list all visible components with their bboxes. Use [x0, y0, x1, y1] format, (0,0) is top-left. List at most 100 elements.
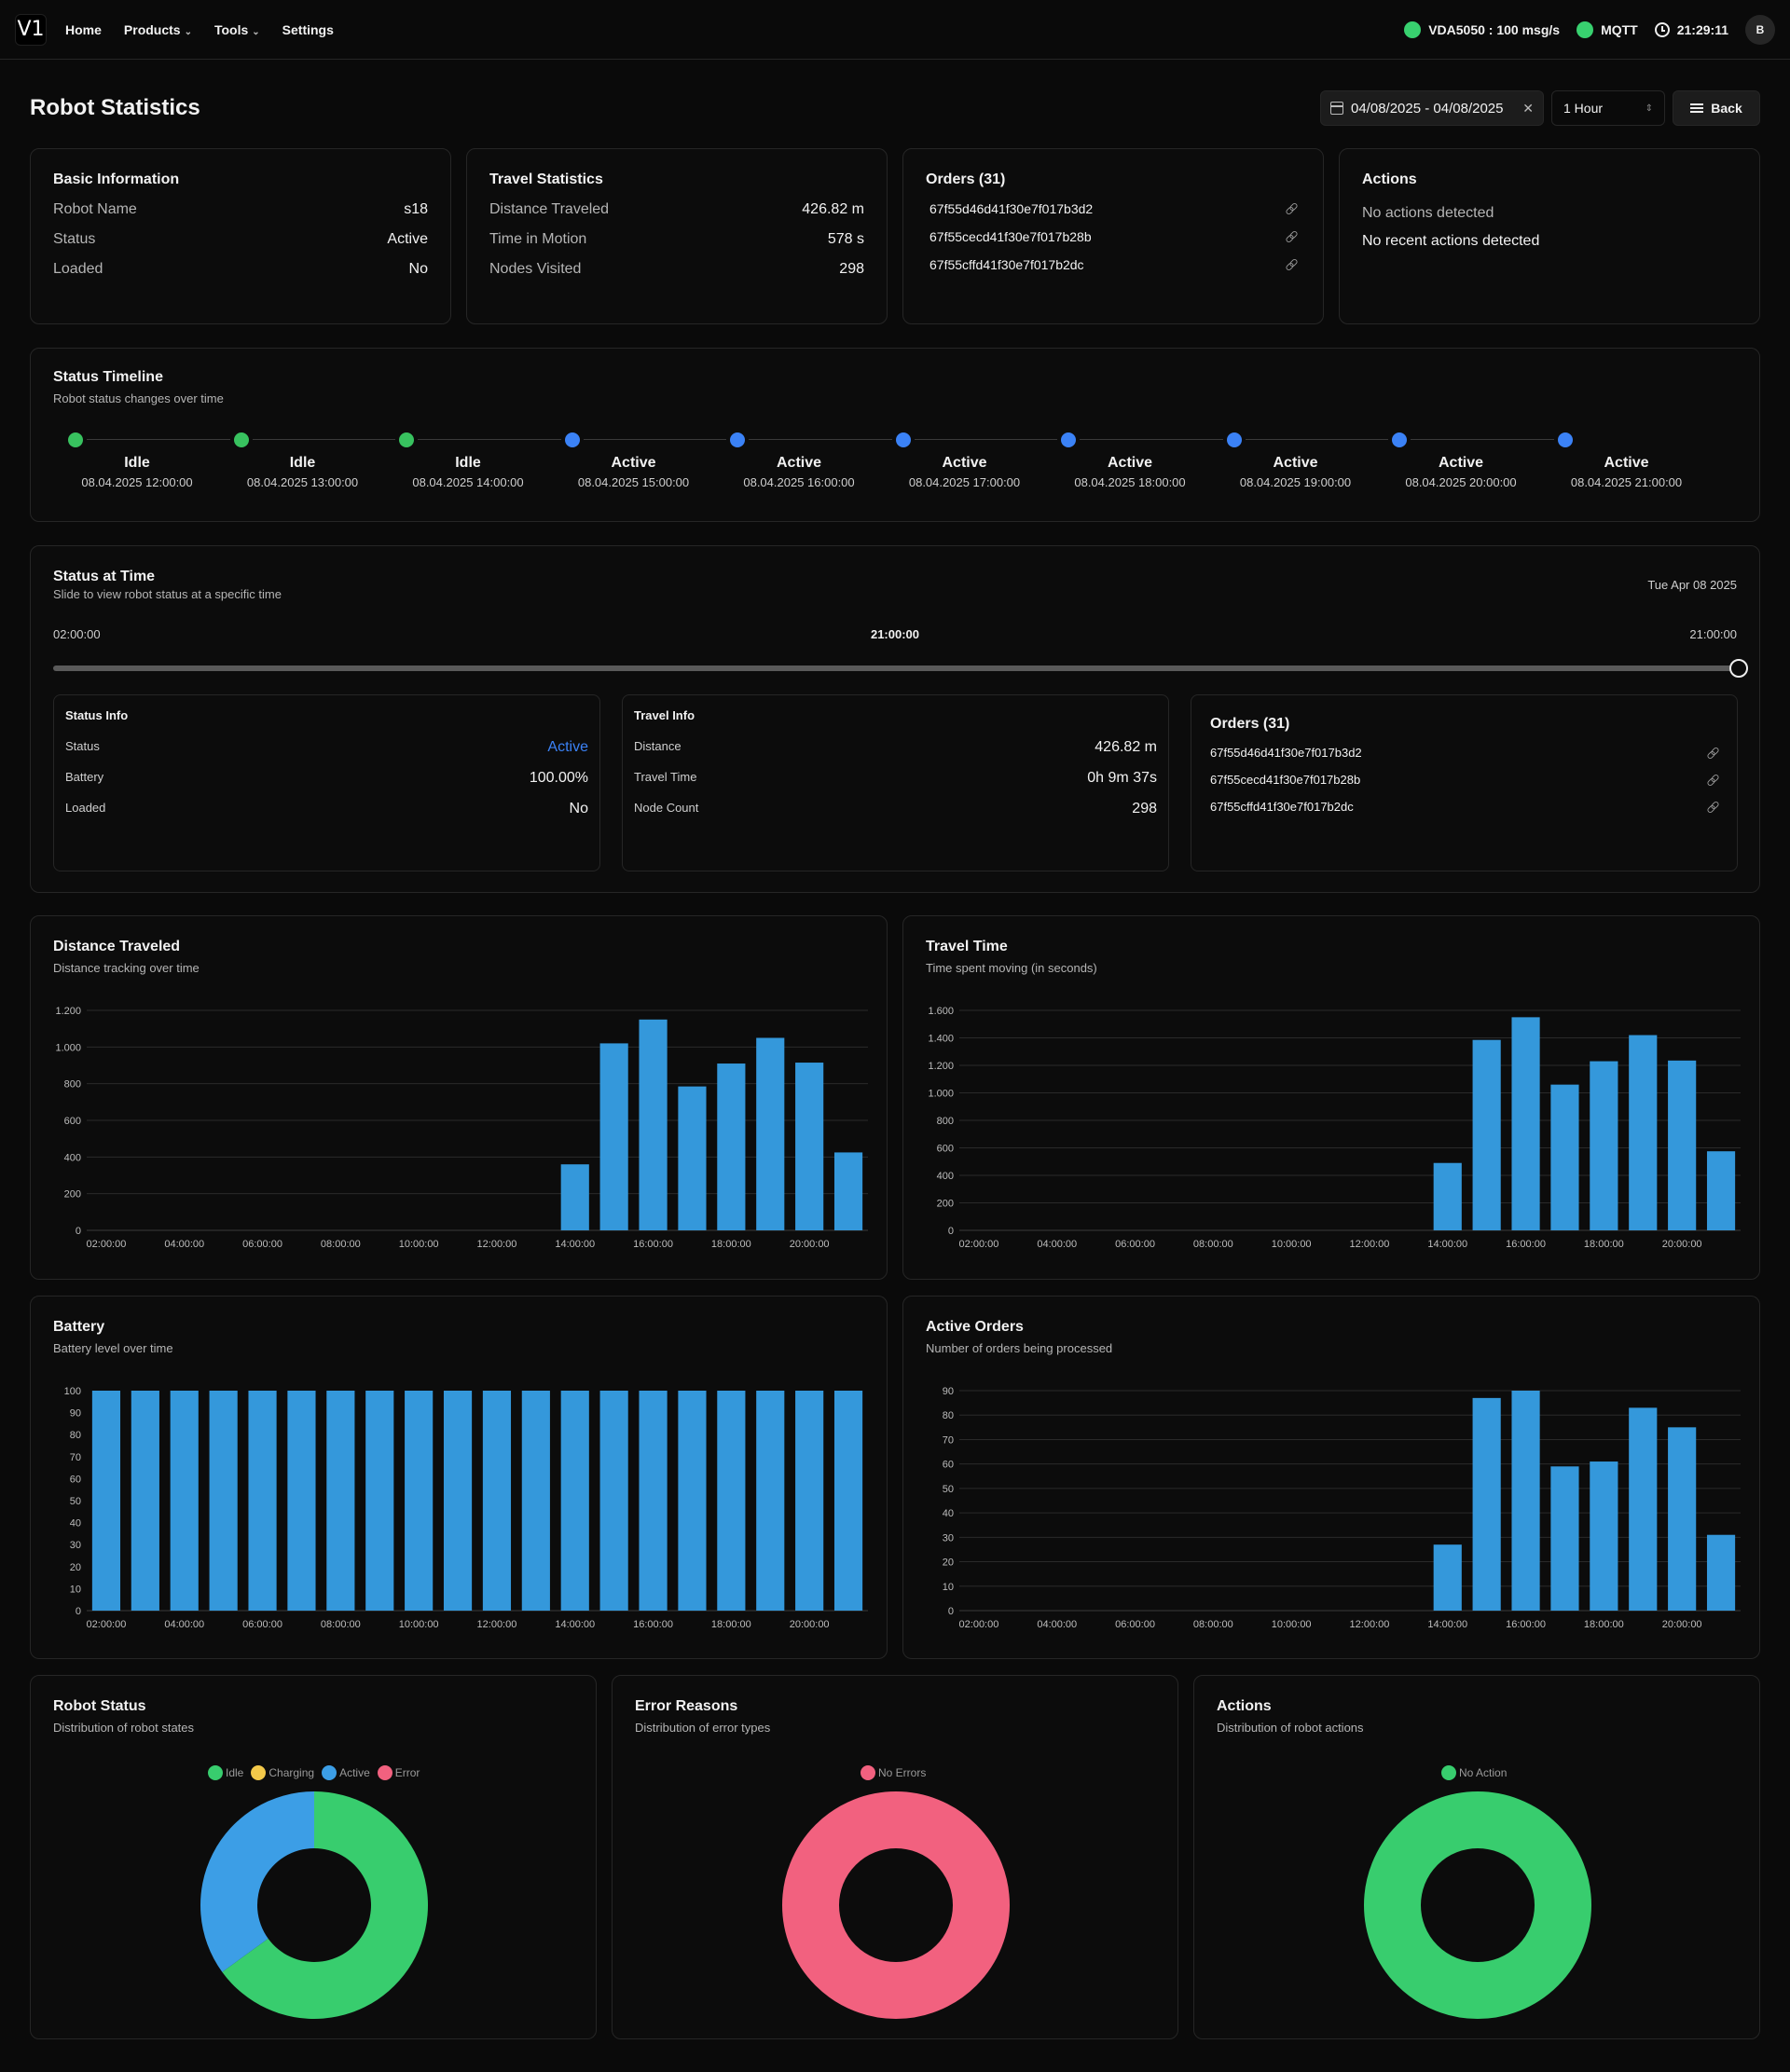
order-id: 67f55cffd41f30e7f017b2dc [929, 257, 1084, 272]
travel-info-card: Travel Info Distance 426.82 m Travel Time… [622, 694, 1169, 871]
bar [1706, 1151, 1736, 1230]
timeline-timestamp: 08.04.2025 15:00:00 [577, 475, 690, 489]
kv-row: Nodes Visited 298 [489, 261, 864, 278]
link-icon[interactable] [1286, 259, 1297, 270]
interval-select[interactable]: 1 Hour ⇕ [1551, 90, 1665, 126]
bar [756, 1391, 785, 1611]
legend-item[interactable]: Charging [251, 1765, 314, 1780]
mqtt-status: MQTT [1577, 21, 1638, 38]
link-icon[interactable] [1707, 748, 1718, 759]
actions-chart-card: Actions Distribution of robot actions No… [1193, 1675, 1760, 2039]
chart-subtitle: Distribution of robot states [53, 1721, 195, 1735]
robot-status-chart-card: Robot Status Distribution of robot state… [30, 1675, 597, 2039]
timeline-status: Active [611, 455, 656, 471]
avatar[interactable]: B [1745, 14, 1775, 45]
kv-row: Status Active [53, 231, 428, 248]
legend-swatch [1441, 1765, 1456, 1780]
order-id: 67f55d46d41f30e7f017b3d2 [929, 201, 1094, 216]
timeline-status: Active [1604, 455, 1649, 471]
link-icon[interactable] [1286, 203, 1297, 214]
link-icon[interactable] [1286, 231, 1297, 242]
time-slider-thumb[interactable] [1729, 659, 1748, 678]
back-button[interactable]: Back [1673, 90, 1760, 126]
y-tick-label: 50 [943, 1484, 954, 1495]
y-tick-label: 90 [70, 1408, 81, 1420]
order-row[interactable]: 67f55d46d41f30e7f017b3d2 [926, 201, 1301, 216]
link-icon[interactable] [1707, 802, 1718, 813]
legend-item[interactable]: Idle [208, 1765, 243, 1780]
order-row[interactable]: 67f55cecd41f30e7f017b28b [926, 229, 1301, 244]
order-row[interactable]: 67f55cffd41f30e7f017b2dc [1210, 800, 1718, 814]
bar [756, 1037, 785, 1230]
bar [248, 1391, 277, 1611]
legend-swatch [861, 1765, 875, 1780]
link-icon[interactable] [1707, 775, 1718, 786]
timeline-event: Active 08.04.2025 18:00:00 [1051, 455, 1209, 489]
kv-row: Loaded No [53, 261, 428, 278]
kv-row: Time in Motion 578 s [489, 231, 864, 248]
timeline-connector [1411, 439, 1554, 440]
card-subtitle: Slide to view robot status at a specific… [53, 587, 282, 601]
bar [287, 1391, 316, 1611]
card-title: Orders (31) [1210, 716, 1290, 732]
clear-icon[interactable]: ✕ [1522, 100, 1534, 116]
bar [1629, 1407, 1658, 1611]
legend-item[interactable]: No Action [1441, 1765, 1507, 1780]
date-range-picker[interactable]: 04/08/2025 - 04/08/2025 ✕ [1320, 90, 1544, 126]
order-row[interactable]: 67f55cffd41f30e7f017b2dc [926, 257, 1301, 272]
bar [599, 1391, 628, 1611]
legend-item[interactable]: No Errors [861, 1765, 926, 1780]
robot-status-donut [200, 1791, 428, 2019]
x-tick-label: 10:00:00 [399, 1619, 439, 1630]
x-tick-label: 18:00:00 [711, 1239, 751, 1250]
x-tick-label: 04:00:00 [164, 1619, 204, 1630]
bar [1511, 1017, 1540, 1230]
logo[interactable]: V1 [15, 13, 47, 46]
legend-item[interactable]: Active [322, 1765, 370, 1780]
x-tick-label: 12:00:00 [1350, 1239, 1390, 1250]
timeline-status: Active [776, 455, 822, 471]
timeline-timestamp: 08.04.2025 14:00:00 [412, 475, 524, 489]
bar [326, 1391, 355, 1611]
vda-status: VDA5050 : 100 msg/s [1404, 21, 1560, 38]
x-tick-label: 12:00:00 [477, 1619, 517, 1630]
kv-label: Time in Motion [489, 231, 587, 247]
pie-slice [200, 1791, 314, 1972]
kv-label: Loaded [53, 261, 103, 277]
x-tick-label: 18:00:00 [711, 1619, 751, 1630]
y-tick-label: 10 [70, 1584, 81, 1595]
kv-label: Distance Traveled [489, 201, 610, 217]
y-tick-label: 0 [948, 1606, 954, 1617]
nav-products-label: Products [123, 21, 181, 37]
nav-tools[interactable]: Tools ⌄ [214, 22, 260, 37]
travel-time-chart-card: Travel Time Time spent moving (in second… [902, 915, 1760, 1280]
nav-home[interactable]: Home [65, 21, 102, 37]
nav-settings[interactable]: Settings [282, 21, 334, 37]
vda-status-label: VDA5050 : 100 msg/s [1428, 21, 1561, 37]
x-tick-label: 10:00:00 [399, 1239, 439, 1250]
x-tick-label: 02:00:00 [87, 1619, 127, 1630]
x-tick-label: 04:00:00 [1037, 1239, 1077, 1250]
time-slider-track[interactable] [53, 666, 1739, 671]
bar [1668, 1060, 1697, 1230]
timeline-connector [749, 439, 892, 440]
timeline-status: Active [1107, 455, 1153, 471]
order-row[interactable]: 67f55d46d41f30e7f017b3d2 [1210, 746, 1718, 760]
kv-label: Nodes Visited [489, 261, 582, 277]
nav-products[interactable]: Products ⌄ [124, 22, 192, 37]
timeline-connector [252, 439, 395, 440]
order-row[interactable]: 67f55cecd41f30e7f017b28b [1210, 773, 1718, 787]
y-tick-label: 30 [70, 1540, 81, 1551]
legend-item[interactable]: Error [377, 1765, 420, 1780]
calendar-icon [1330, 102, 1343, 115]
bar [170, 1391, 199, 1611]
x-tick-label: 06:00:00 [1115, 1619, 1155, 1630]
bar [717, 1063, 746, 1230]
status-dot-icon [1577, 21, 1594, 38]
x-tick-label: 20:00:00 [790, 1239, 830, 1250]
chart-title: Battery [53, 1319, 105, 1335]
kv-value: No [569, 801, 588, 816]
status-info-card: Status Info Status Active Battery 100.00% … [53, 694, 600, 871]
travel-time-bar-chart: 0 200 400 600 800 1.000 1.200 1.400 1.600 02:00:0… [928, 1006, 1741, 1250]
selected-date: Tue Apr 08 2025 [1647, 578, 1737, 592]
